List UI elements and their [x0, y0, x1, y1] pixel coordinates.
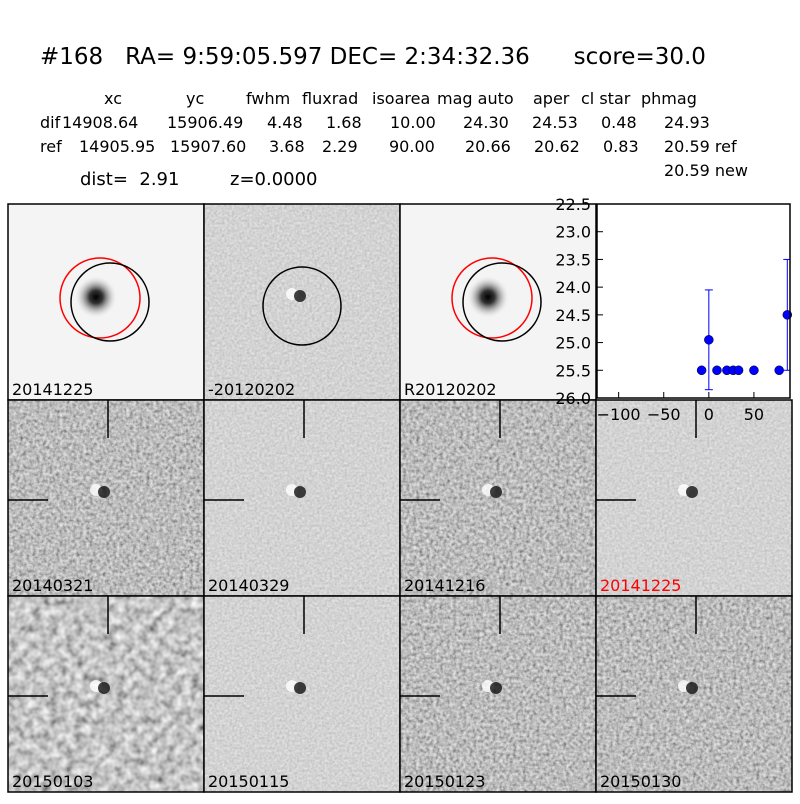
x-tick-label: −100 [597, 405, 641, 424]
redshift: z=0.0000 [230, 169, 318, 190]
panel-label: 20141216 [404, 576, 485, 595]
cell: 20.62 [534, 137, 580, 156]
aperture [70, 262, 150, 342]
aperture [262, 266, 342, 346]
star [466, 275, 510, 319]
x-tick-label: 50 [744, 405, 764, 424]
source [490, 682, 502, 694]
plot: 22.5 23.0 23.5 24.0 24.5 25.0 25.5 26.0 −100 −50 0… [555, 195, 793, 424]
cell: 15907.60 [170, 137, 246, 156]
phmag-new: 20.59 new [664, 161, 748, 180]
panel-label: 20140321 [12, 576, 93, 595]
y-tick-label: 23.0 [555, 223, 591, 242]
source [98, 486, 110, 498]
column-header: fwhm [246, 89, 290, 108]
cell: 0.48 [601, 113, 637, 132]
star [74, 275, 118, 319]
panel-label: 20141225 [600, 576, 681, 595]
image [8, 596, 204, 792]
y-tick-label: 26.0 [555, 389, 591, 408]
source [686, 486, 698, 498]
y-tick-label: 25.5 [555, 361, 591, 380]
point [696, 365, 707, 376]
column-header: phmag [641, 89, 697, 108]
cell: 1.68 [326, 113, 362, 132]
dist: dist= 2.91 [80, 169, 179, 190]
column-header: aper [533, 89, 570, 108]
y-tick-label: 23.5 [555, 250, 591, 269]
cell: 24.93 [664, 113, 710, 132]
source [294, 290, 306, 302]
image [204, 400, 400, 596]
row-label: ref [40, 137, 62, 156]
source [490, 486, 502, 498]
column-header: fluxrad [302, 89, 358, 108]
column-header: mag auto [437, 89, 514, 108]
point [733, 365, 744, 376]
cell: 24.53 [532, 113, 578, 132]
cell: 14908.64 [62, 113, 138, 132]
y-tick-label: 24.5 [555, 306, 591, 325]
y-tick-label: 25.0 [555, 334, 591, 353]
point [704, 335, 714, 345]
panel-label: 20150115 [208, 772, 289, 791]
cell: 4.48 [267, 113, 303, 132]
cell: 20.66 [465, 137, 511, 156]
y-tick-label: 22.5 [555, 195, 591, 214]
cell: 0.83 [603, 137, 639, 156]
cell: 15906.49 [167, 113, 243, 132]
panel-frame [595, 595, 793, 793]
image [596, 596, 792, 792]
plot-frame [596, 203, 791, 399]
y-tick-label: 24.0 [555, 278, 591, 297]
image [8, 400, 204, 596]
image [204, 204, 400, 400]
source [98, 682, 110, 694]
aperture-ref [451, 257, 533, 339]
image [204, 596, 400, 792]
source [294, 682, 306, 694]
point [749, 365, 759, 376]
image [596, 400, 792, 596]
panel-label: 20150103 [12, 772, 93, 791]
title: #168 RA= 9:59:05.597 DEC= 2:34:32.36 sco… [40, 44, 706, 70]
image [400, 400, 596, 596]
cell: 10.00 [390, 113, 436, 132]
panel-label: R20120202 [404, 380, 497, 399]
cell: 24.30 [463, 113, 509, 132]
column-header: isoarea [372, 89, 430, 108]
column-header: cl star [581, 89, 631, 108]
cell: 20.59 ref [664, 137, 737, 156]
column-header: yc [186, 89, 204, 108]
panel-label: 20150130 [600, 772, 681, 791]
image [400, 596, 596, 792]
panel-label: 20150123 [404, 772, 485, 791]
x-tick-label: 0 [704, 405, 714, 424]
panel-label: -20120202 [208, 380, 295, 399]
plot-area [597, 204, 790, 398]
aperture [462, 262, 542, 342]
cell: 3.68 [269, 137, 305, 156]
cell: 90.00 [389, 137, 435, 156]
panel-label: 20140329 [208, 576, 289, 595]
source [294, 486, 306, 498]
column-header: xc [104, 89, 122, 108]
row-label: dif [40, 113, 61, 132]
source [686, 682, 698, 694]
point [712, 365, 722, 376]
cell: 2.29 [322, 137, 358, 156]
cell: 14905.95 [79, 137, 155, 156]
x-tick-label: −50 [647, 405, 681, 424]
aperture-ref [59, 257, 141, 339]
panels: 20141225 -20120202 R20120202 20140321 201403… [7, 203, 793, 793]
point [774, 365, 784, 376]
panel-label: 20141225 [12, 380, 93, 399]
